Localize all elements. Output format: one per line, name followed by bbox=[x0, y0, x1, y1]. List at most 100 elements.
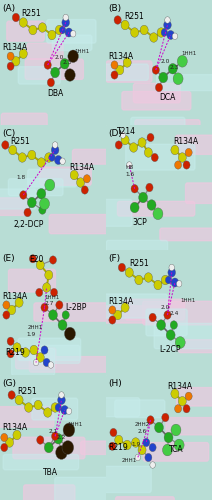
Circle shape bbox=[135, 275, 143, 285]
Circle shape bbox=[174, 161, 181, 169]
Circle shape bbox=[58, 396, 65, 404]
Circle shape bbox=[45, 153, 53, 162]
Circle shape bbox=[139, 192, 148, 203]
Circle shape bbox=[165, 16, 170, 23]
Circle shape bbox=[162, 444, 172, 456]
Text: R219: R219 bbox=[108, 443, 128, 452]
Circle shape bbox=[138, 445, 146, 455]
Circle shape bbox=[8, 391, 15, 399]
Circle shape bbox=[52, 432, 59, 440]
FancyBboxPatch shape bbox=[32, 345, 80, 364]
Circle shape bbox=[149, 444, 156, 452]
Circle shape bbox=[147, 200, 156, 210]
Circle shape bbox=[132, 438, 140, 447]
Circle shape bbox=[30, 345, 38, 355]
Circle shape bbox=[64, 327, 75, 340]
Circle shape bbox=[111, 71, 118, 79]
Circle shape bbox=[144, 273, 152, 282]
Circle shape bbox=[140, 25, 148, 35]
FancyBboxPatch shape bbox=[98, 398, 140, 416]
Circle shape bbox=[171, 389, 179, 398]
Circle shape bbox=[51, 67, 60, 78]
Text: R251: R251 bbox=[129, 259, 149, 268]
Text: R251: R251 bbox=[124, 12, 144, 20]
Circle shape bbox=[178, 396, 186, 406]
FancyBboxPatch shape bbox=[49, 214, 121, 234]
Circle shape bbox=[154, 280, 162, 290]
Circle shape bbox=[2, 141, 9, 149]
Circle shape bbox=[45, 179, 55, 191]
FancyBboxPatch shape bbox=[81, 441, 143, 454]
Circle shape bbox=[110, 428, 117, 436]
Circle shape bbox=[114, 310, 122, 320]
Text: R134A: R134A bbox=[2, 43, 27, 52]
Circle shape bbox=[7, 337, 14, 345]
Circle shape bbox=[45, 270, 53, 280]
FancyBboxPatch shape bbox=[135, 120, 200, 137]
Circle shape bbox=[21, 348, 29, 357]
FancyBboxPatch shape bbox=[143, 442, 209, 461]
Text: 1.6: 1.6 bbox=[125, 172, 134, 178]
FancyBboxPatch shape bbox=[176, 135, 212, 154]
Circle shape bbox=[123, 440, 131, 450]
Circle shape bbox=[68, 50, 78, 62]
Circle shape bbox=[176, 280, 182, 287]
FancyBboxPatch shape bbox=[177, 388, 212, 406]
Text: L-2CP: L-2CP bbox=[159, 346, 180, 354]
FancyBboxPatch shape bbox=[1, 113, 47, 130]
FancyBboxPatch shape bbox=[0, 198, 30, 216]
Text: 2.4: 2.4 bbox=[169, 311, 179, 316]
Circle shape bbox=[116, 65, 124, 74]
Circle shape bbox=[127, 162, 132, 168]
Circle shape bbox=[161, 275, 169, 285]
Circle shape bbox=[65, 28, 73, 37]
Circle shape bbox=[44, 408, 52, 417]
Circle shape bbox=[49, 154, 55, 161]
FancyBboxPatch shape bbox=[29, 356, 112, 372]
Circle shape bbox=[66, 408, 72, 414]
Text: 2HH1: 2HH1 bbox=[122, 458, 137, 462]
Circle shape bbox=[41, 303, 48, 312]
FancyBboxPatch shape bbox=[28, 169, 77, 187]
Text: 2.3: 2.3 bbox=[169, 65, 179, 70]
Circle shape bbox=[131, 28, 139, 38]
Circle shape bbox=[153, 208, 163, 220]
FancyBboxPatch shape bbox=[12, 348, 55, 376]
Text: (C): (C) bbox=[2, 128, 15, 138]
Circle shape bbox=[174, 439, 184, 451]
Text: 2,2-DCP: 2,2-DCP bbox=[13, 220, 44, 230]
Text: DCA: DCA bbox=[159, 93, 176, 102]
Circle shape bbox=[168, 64, 177, 74]
Circle shape bbox=[43, 283, 51, 292]
Circle shape bbox=[185, 148, 192, 156]
Circle shape bbox=[151, 154, 158, 162]
Circle shape bbox=[165, 276, 172, 284]
Circle shape bbox=[115, 435, 123, 445]
Circle shape bbox=[123, 58, 131, 67]
Text: 3CP: 3CP bbox=[132, 218, 147, 227]
Text: 2HH2: 2HH2 bbox=[134, 422, 150, 428]
FancyBboxPatch shape bbox=[32, 398, 78, 420]
Circle shape bbox=[37, 158, 45, 167]
FancyBboxPatch shape bbox=[0, 189, 36, 209]
Circle shape bbox=[13, 430, 21, 440]
Circle shape bbox=[52, 142, 58, 148]
Text: (A): (A) bbox=[2, 4, 15, 13]
Circle shape bbox=[62, 310, 69, 320]
Circle shape bbox=[120, 132, 126, 138]
FancyBboxPatch shape bbox=[157, 74, 212, 90]
Circle shape bbox=[39, 198, 49, 209]
FancyBboxPatch shape bbox=[122, 92, 191, 110]
FancyBboxPatch shape bbox=[143, 301, 212, 325]
Circle shape bbox=[56, 446, 67, 460]
Circle shape bbox=[147, 134, 154, 141]
Circle shape bbox=[58, 320, 67, 330]
Circle shape bbox=[164, 20, 171, 30]
Circle shape bbox=[38, 22, 46, 32]
FancyBboxPatch shape bbox=[103, 64, 148, 80]
Circle shape bbox=[12, 56, 20, 66]
Text: 1HH1: 1HH1 bbox=[74, 49, 89, 54]
Circle shape bbox=[44, 442, 53, 453]
Circle shape bbox=[19, 18, 27, 27]
Circle shape bbox=[175, 336, 185, 348]
